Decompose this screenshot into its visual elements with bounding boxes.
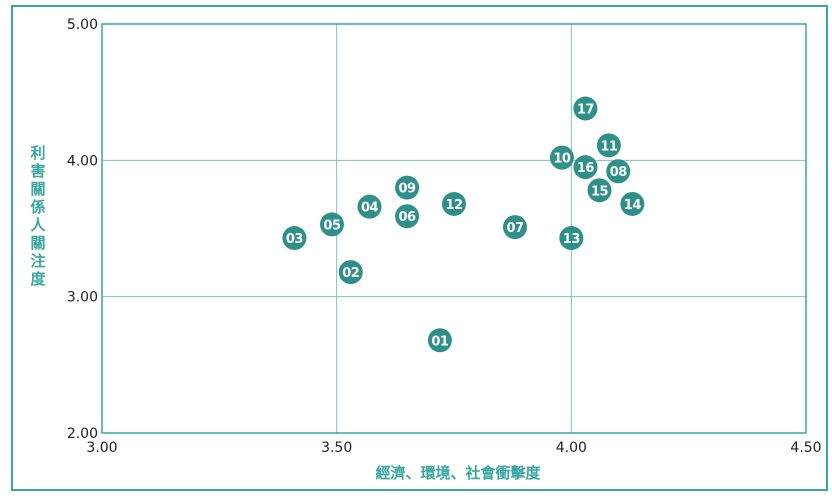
chart-border <box>11 5 828 491</box>
data-point-marker <box>596 133 621 158</box>
data-point-label: 03 <box>286 232 304 247</box>
data-point-marker <box>338 260 363 285</box>
data-point-label: 11 <box>600 139 618 154</box>
data-point-marker <box>606 159 631 184</box>
data-point-label: 04 <box>361 201 379 216</box>
x-tick-label: 3.50 <box>321 440 352 456</box>
x-tick-label: 4.50 <box>790 440 821 456</box>
data-point-marker <box>503 215 528 240</box>
data-point-label: 10 <box>553 152 571 167</box>
data-point-marker <box>559 226 584 251</box>
data-point-marker <box>395 175 420 200</box>
data-points: 01 02 03 04 05 06 07 08 09 10 11 12 13 14 15 16 17 <box>282 96 645 353</box>
data-point-label: 13 <box>563 232 581 247</box>
data-point-marker <box>395 204 420 229</box>
data-point-label: 09 <box>399 182 417 197</box>
data-point-marker <box>319 212 344 237</box>
y-tick-label: 5.00 <box>67 17 98 33</box>
tick-labels: 3.00 3.50 4.00 4.502.003.004.005.00 <box>67 17 822 456</box>
y-tick-label: 3.00 <box>67 290 98 306</box>
data-point-marker <box>573 96 598 121</box>
data-point-label: 17 <box>577 103 595 118</box>
data-point-label: 02 <box>342 266 359 281</box>
data-point-label: 12 <box>445 198 462 213</box>
data-point-marker <box>282 226 307 251</box>
data-point-marker <box>620 191 645 216</box>
data-point-label: 07 <box>506 221 524 236</box>
x-axis-title: 經濟、環境、社會衝擊度 <box>375 464 541 482</box>
data-point-marker <box>587 178 612 203</box>
data-point-label: 05 <box>323 218 341 233</box>
plot-area-border <box>101 23 807 434</box>
data-point-label: 15 <box>591 184 609 199</box>
data-point-marker <box>549 145 574 170</box>
data-point-marker <box>427 328 452 353</box>
data-point-marker <box>357 194 382 219</box>
data-point-label: 08 <box>610 165 628 180</box>
y-tick-label: 4.00 <box>67 153 98 169</box>
y-tick-label: 2.00 <box>67 426 98 442</box>
data-point-marker <box>442 191 466 216</box>
y-axis-title: 利害關係人關注度 <box>30 144 46 288</box>
x-tick-label: 3.00 <box>86 440 117 456</box>
data-point-label: 16 <box>577 161 595 176</box>
data-point-label: 14 <box>624 198 642 213</box>
x-tick-label: 4.00 <box>556 440 587 456</box>
data-point-label: 01 <box>431 334 449 349</box>
data-point-label: 06 <box>399 210 417 225</box>
data-point-marker <box>573 155 598 180</box>
grid <box>101 23 807 434</box>
